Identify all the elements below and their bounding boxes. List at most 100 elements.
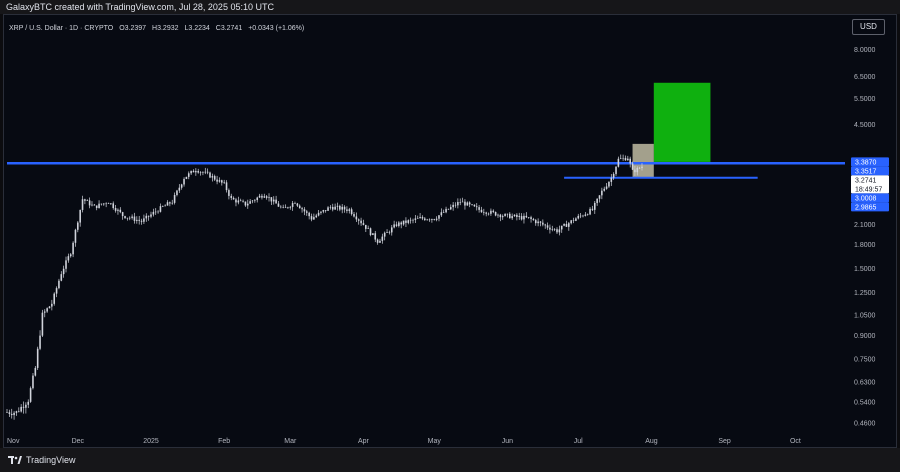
candle-body: [471, 204, 473, 205]
candle-body: [435, 218, 438, 220]
chart-caption: GalaxyBTC created with TradingView.com, …: [6, 2, 274, 12]
candle-body: [77, 222, 79, 230]
candle-body: [563, 224, 565, 226]
candle-body: [582, 215, 584, 217]
candle-body: [487, 213, 490, 215]
candle-body: [15, 411, 18, 413]
candle-body: [560, 225, 563, 230]
candle-body: [483, 212, 485, 213]
candle-body: [629, 158, 631, 164]
candle-body: [372, 233, 374, 235]
candle-body: [421, 217, 424, 219]
candle-body: [251, 200, 254, 202]
candle-body: [424, 218, 426, 220]
candle-body: [518, 216, 521, 217]
candle-body: [504, 213, 506, 217]
candle-body: [615, 166, 617, 174]
candle-body: [324, 210, 327, 211]
candle-body: [102, 203, 105, 205]
candle-body: [176, 190, 178, 196]
candle-body: [36, 348, 39, 368]
candle-body: [145, 215, 148, 219]
candle-body: [461, 201, 464, 203]
x-tick-label: Mar: [284, 438, 297, 445]
candle-body: [157, 211, 159, 213]
candle-body: [452, 204, 454, 208]
candle-body: [150, 214, 152, 217]
candle-body: [638, 167, 641, 169]
candle-body: [468, 202, 471, 205]
candle-body: [405, 220, 407, 223]
candle-body: [568, 223, 570, 227]
candle-body: [445, 208, 447, 213]
x-tick-label: Feb: [218, 438, 230, 445]
x-tick-label: Nov: [7, 438, 20, 445]
candle-body: [265, 196, 268, 198]
candle-body: [605, 186, 608, 189]
candle-body: [525, 215, 528, 218]
candle-body: [41, 312, 44, 336]
candle-body: [466, 202, 469, 206]
candle-body: [360, 220, 362, 224]
candle-body: [79, 209, 81, 223]
y-tick-label: 0.6300: [854, 380, 876, 387]
candle-body: [119, 209, 122, 213]
candle-body: [232, 197, 235, 200]
candle-body: [277, 203, 280, 207]
candle-body: [641, 166, 643, 169]
x-tick-label: Oct: [790, 438, 801, 445]
candle-body: [383, 232, 386, 237]
candle-body: [166, 202, 169, 206]
y-tick-label: 1.0500: [854, 313, 876, 320]
candle-body: [95, 205, 98, 209]
candle-body: [62, 268, 65, 275]
candle-body: [308, 212, 310, 217]
x-tick-label: Sep: [718, 438, 731, 445]
candle-body: [32, 375, 34, 389]
chart-frame[interactable]: [3, 14, 897, 448]
candle-body: [341, 206, 343, 210]
candle-body: [393, 224, 395, 228]
legend-change: +0.0343 (+1.06%): [248, 25, 304, 32]
candle-body: [553, 229, 556, 230]
entry-box: [632, 143, 654, 178]
tradingview-brand[interactable]: TradingView: [8, 454, 76, 466]
candle-body: [223, 182, 225, 183]
candle-body: [128, 217, 131, 219]
candle-body: [598, 195, 601, 199]
candle-body: [416, 218, 419, 219]
candle-body: [357, 219, 360, 221]
candle-body: [178, 187, 181, 191]
candle-body: [464, 201, 466, 206]
candle-body: [369, 228, 372, 235]
candle-body: [473, 204, 476, 207]
candle-body: [218, 180, 221, 182]
candle-body: [331, 206, 334, 210]
candle-body: [634, 169, 636, 173]
candle-body: [221, 180, 223, 183]
candle-body: [152, 211, 155, 215]
candle-body: [183, 178, 185, 185]
candle-body: [211, 176, 214, 178]
x-tick-label: Jun: [502, 438, 513, 445]
y-tick-label: 0.7500: [854, 357, 876, 364]
candle-body: [60, 274, 63, 281]
candle-body: [497, 214, 499, 216]
candle-body: [53, 293, 56, 304]
candle-body: [348, 209, 351, 211]
candle-body: [173, 195, 176, 203]
candle-body: [164, 205, 166, 207]
candle-body: [25, 404, 27, 408]
candle-body: [447, 208, 450, 210]
candle-body: [275, 199, 277, 204]
price-chart[interactable]: 8.00006.50005.50004.50002.50002.10001.80…: [3, 14, 897, 448]
candle-body: [367, 228, 369, 229]
candle-body: [353, 214, 355, 217]
legend-symbol: XRP / U.S. Dollar · 1D · CRYPTO: [9, 25, 114, 32]
candle-body: [362, 223, 365, 225]
candle-body: [263, 196, 266, 198]
candle-body: [228, 190, 230, 196]
currency-button[interactable]: USD: [852, 19, 885, 35]
candle-body: [327, 207, 329, 211]
y-tick-label: 6.5000: [854, 74, 876, 81]
